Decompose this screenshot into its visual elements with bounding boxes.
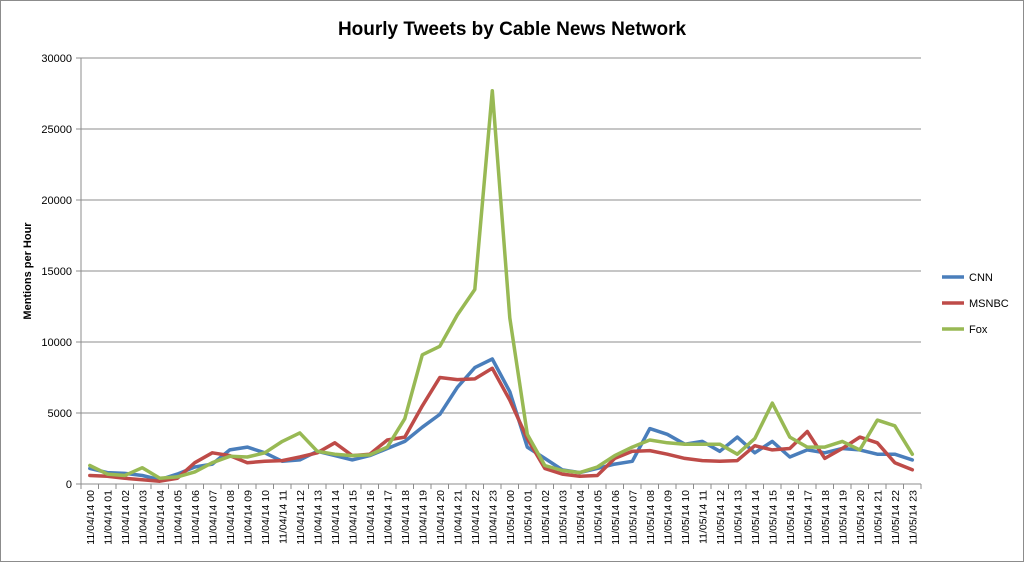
x-tick-label: 11/04/14 01	[102, 490, 114, 545]
y-tick-label: 25000	[41, 124, 72, 136]
x-tick-label: 11/05/14 01	[522, 490, 534, 545]
x-tick-label: 11/05/14 16	[785, 490, 797, 545]
x-tick-label: 11/05/14 08	[645, 490, 657, 545]
x-tick-label: 11/04/14 11	[277, 490, 289, 544]
chart-title: Hourly Tweets by Cable News Network	[338, 19, 687, 40]
x-tick-label: 11/04/14 17	[382, 490, 394, 545]
x-axis-ticks: 11/04/14 00 11/04/14 01 11/04/14 02 11/04/1…	[80, 484, 922, 545]
x-tick-label: 11/04/14 14	[330, 490, 342, 545]
x-tick-label: 11/05/14 02	[540, 490, 552, 545]
y-axis-label: Mentions per Hour	[22, 222, 34, 320]
x-tick-label: 11/05/14 22	[890, 490, 902, 545]
y-tick-label: 15000	[41, 266, 72, 278]
x-tick-label: 11/04/14 09	[242, 490, 254, 545]
x-tick-label: 11/05/14 13	[732, 490, 744, 545]
x-tick-label: 11/04/14 12	[295, 490, 307, 545]
x-tick-label: 11/05/14 21	[872, 490, 884, 545]
x-tick-label: 11/04/14 03	[137, 490, 149, 545]
x-tick-label: 11/05/14 00	[505, 490, 517, 545]
x-tick-label: 11/04/14 22	[470, 490, 482, 545]
x-tick-label: 11/04/14 07	[207, 490, 219, 545]
x-tick-label: 11/04/14 16	[365, 490, 377, 545]
x-tick-label: 11/05/14 09	[662, 490, 674, 545]
x-tick-label: 11/05/14 15	[767, 490, 779, 545]
y-tick-label: 10000	[41, 337, 72, 349]
x-tick-label: 11/05/14 12	[715, 490, 727, 545]
y-tick-label: 30000	[41, 53, 72, 65]
x-tick-label: 11/05/14 17	[802, 490, 814, 545]
legend-label-fox: Fox	[969, 324, 988, 336]
x-tick-label: 11/04/14 04	[155, 490, 167, 545]
x-tick-label: 11/05/14 11	[697, 490, 709, 544]
y-tick-label: 20000	[41, 195, 72, 207]
y-tick-label: 0	[66, 479, 72, 491]
x-tick-label: 11/04/14 21	[452, 490, 464, 545]
x-tick-label: 11/04/14 19	[417, 490, 429, 545]
x-tick-label: 11/05/14 19	[837, 490, 849, 545]
x-tick-label: 11/05/14 04	[575, 490, 587, 545]
series-line-fox	[88, 88, 915, 481]
y-tick-label: 5000	[48, 408, 72, 420]
x-tick-label: 11/05/14 07	[627, 490, 639, 545]
series-lines	[88, 88, 915, 483]
x-tick-label: 11/04/14 02	[120, 490, 132, 545]
legend: CNN MSNBC Fox	[942, 272, 1009, 336]
x-tick-label: 11/04/14 08	[225, 490, 237, 545]
legend-label-msnbc: MSNBC	[969, 298, 1009, 310]
gridlines	[81, 57, 921, 414]
x-tick-label: 11/04/14 05	[172, 490, 184, 545]
x-tick-label: 11/04/14 13	[312, 490, 324, 545]
x-tick-label: 11/04/14 10	[260, 490, 272, 545]
series-line-msnbc	[88, 366, 915, 483]
x-tick-label: 11/05/14 05	[592, 490, 604, 545]
x-tick-label: 11/04/14 20	[435, 490, 447, 545]
x-tick-label: 11/04/14 18	[400, 490, 412, 545]
x-tick-label: 11/05/14 14	[750, 490, 762, 545]
x-tick-label: 11/05/14 06	[610, 490, 622, 545]
x-tick-label: 11/05/14 03	[557, 490, 569, 545]
x-tick-label: 11/05/14 20	[855, 490, 867, 545]
legend-label-cnn: CNN	[969, 272, 993, 284]
x-tick-label: 11/04/14 06	[190, 490, 202, 545]
x-tick-label: 11/04/14 00	[85, 490, 97, 545]
x-tick-label: 11/05/14 10	[680, 490, 692, 545]
x-tick-label: 11/05/14 18	[820, 490, 832, 545]
x-tick-label: 11/05/14 23	[907, 490, 919, 545]
y-axis-ticks: 0 5000 10000 15000 20000 25000 30000	[41, 53, 81, 491]
x-tick-label: 11/04/14 23	[487, 490, 499, 545]
series-line-cnn	[88, 357, 915, 482]
x-tick-label: 11/04/14 15	[347, 490, 359, 545]
